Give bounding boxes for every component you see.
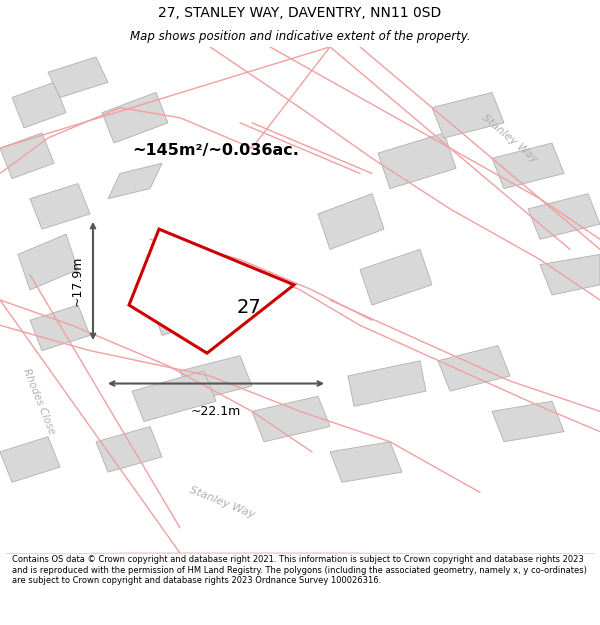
Text: ~22.1m: ~22.1m [191, 405, 241, 418]
Polygon shape [438, 346, 510, 391]
Polygon shape [96, 426, 162, 472]
Polygon shape [528, 194, 600, 239]
Polygon shape [129, 229, 294, 353]
Text: Map shows position and indicative extent of the property.: Map shows position and indicative extent… [130, 30, 470, 43]
Polygon shape [18, 234, 78, 290]
Text: Stanley Way: Stanley Way [480, 112, 540, 164]
Text: Rhodes Close: Rhodes Close [21, 367, 57, 436]
Polygon shape [0, 133, 54, 179]
Text: ~17.9m: ~17.9m [71, 256, 84, 306]
Text: Stanley Way: Stanley Way [188, 485, 256, 520]
Polygon shape [30, 184, 90, 229]
Polygon shape [378, 133, 456, 189]
Polygon shape [432, 92, 504, 138]
Polygon shape [108, 163, 162, 199]
Text: 27: 27 [236, 298, 262, 317]
Polygon shape [492, 143, 564, 189]
Polygon shape [348, 361, 426, 406]
Polygon shape [0, 437, 60, 483]
Polygon shape [492, 401, 564, 442]
Polygon shape [12, 82, 66, 128]
Polygon shape [48, 57, 108, 98]
Polygon shape [180, 356, 252, 401]
Polygon shape [318, 194, 384, 249]
Text: 27, STANLEY WAY, DAVENTRY, NN11 0SD: 27, STANLEY WAY, DAVENTRY, NN11 0SD [158, 6, 442, 20]
Polygon shape [540, 254, 600, 295]
Polygon shape [360, 249, 432, 305]
Polygon shape [30, 305, 90, 351]
Text: ~145m²/~0.036ac.: ~145m²/~0.036ac. [132, 143, 299, 158]
Polygon shape [330, 442, 402, 483]
Text: Contains OS data © Crown copyright and database right 2021. This information is : Contains OS data © Crown copyright and d… [12, 555, 587, 585]
Polygon shape [150, 280, 228, 336]
Polygon shape [132, 371, 216, 421]
Polygon shape [252, 396, 330, 442]
Polygon shape [102, 92, 168, 143]
